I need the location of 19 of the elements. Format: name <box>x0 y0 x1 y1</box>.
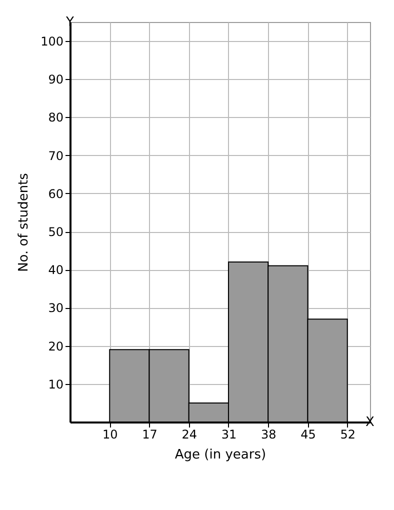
y-tick-label: 90 <box>48 72 64 87</box>
y-tick-label: 100 <box>40 34 64 49</box>
x-tick-label: 10 <box>102 428 118 442</box>
y-tick-label: 10 <box>48 377 64 392</box>
x-axis-title: Age (in years) <box>174 448 266 462</box>
x-tick-label: 17 <box>142 428 158 442</box>
y-tick-label: 70 <box>48 148 64 163</box>
y-tick-label: 50 <box>48 225 64 240</box>
y-axis-title: No. of students <box>16 172 32 272</box>
y-tick-label: 80 <box>48 110 64 125</box>
x-tick-label: 52 <box>340 428 356 442</box>
y-tick-label: 60 <box>48 186 64 201</box>
x-tick-label: 38 <box>260 428 276 442</box>
y-tick-label: 40 <box>48 263 64 278</box>
x-tick-label: 45 <box>300 428 316 442</box>
y-tick-label: 30 <box>48 301 64 316</box>
x-tick-label: 24 <box>182 428 198 442</box>
x-tick-label: 31 <box>221 428 237 442</box>
y-tick-label: 20 <box>48 339 64 354</box>
